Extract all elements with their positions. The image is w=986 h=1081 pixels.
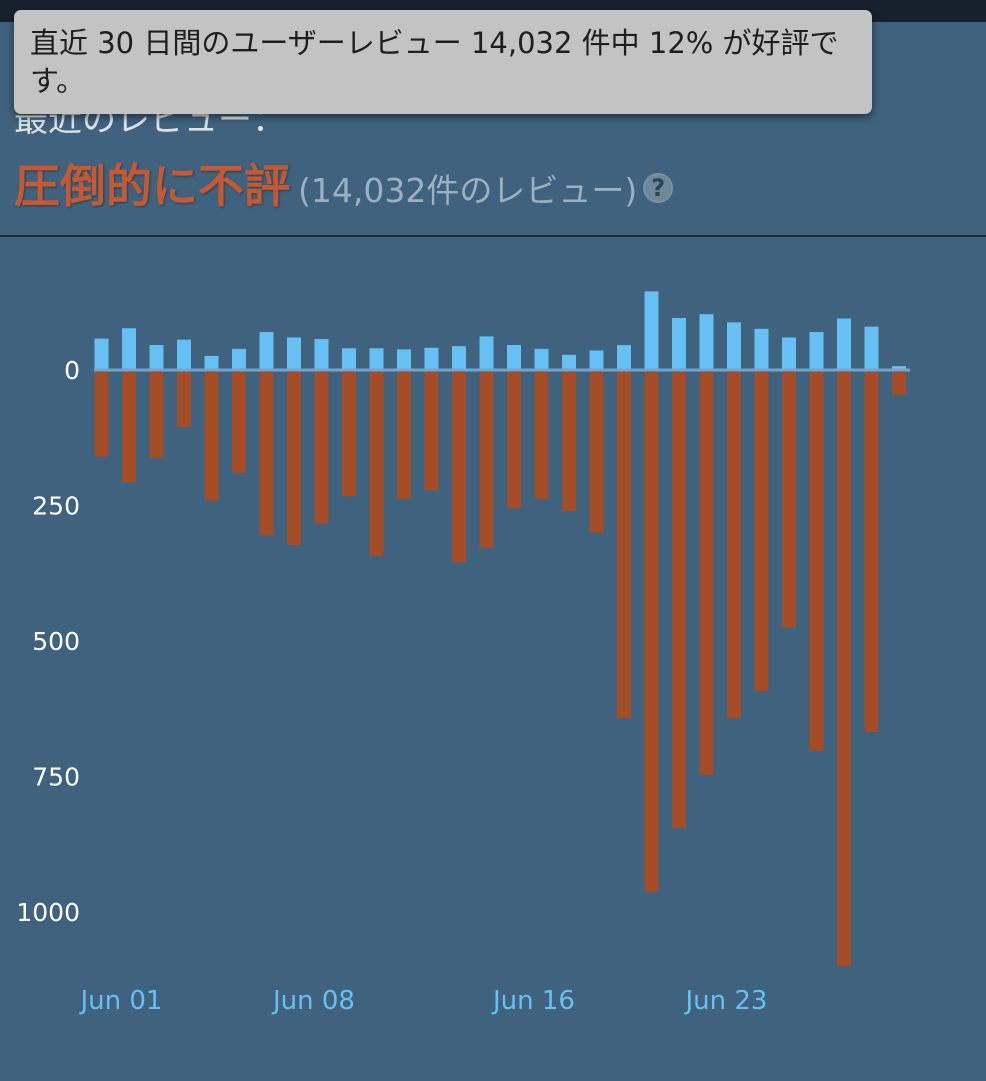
y-tick-label: 0: [64, 356, 80, 385]
positive-bar[interactable]: [562, 354, 576, 370]
negative-bar[interactable]: [837, 370, 851, 967]
positive-bar[interactable]: [369, 348, 384, 370]
positive-bar[interactable]: [314, 339, 329, 370]
y-tick-label: 500: [32, 627, 80, 656]
positive-bar[interactable]: [672, 317, 686, 370]
positive-bar[interactable]: [617, 345, 631, 370]
negative-bar[interactable]: [122, 370, 136, 483]
x-tick-label: Jun 16: [491, 986, 575, 1016]
negative-bar[interactable]: [424, 370, 439, 491]
negative-bar[interactable]: [287, 370, 301, 546]
positive-bar[interactable]: [397, 349, 411, 370]
rating-summary: 圧倒的に不評: [14, 159, 290, 213]
positive-bar[interactable]: [644, 291, 659, 370]
negative-bar[interactable]: [259, 370, 274, 536]
negative-bar[interactable]: [589, 370, 604, 533]
y-tick-label: 1000: [16, 898, 80, 927]
negative-bar[interactable]: [672, 370, 686, 828]
negative-bar[interactable]: [699, 370, 714, 775]
review-count: (14,032件のレビュー): [298, 171, 638, 210]
positive-bar[interactable]: [342, 348, 356, 370]
positive-bar[interactable]: [754, 328, 769, 370]
bars-layer: [94, 291, 906, 967]
positive-bar[interactable]: [727, 322, 741, 370]
negative-bar[interactable]: [232, 370, 246, 473]
positive-bar[interactable]: [204, 355, 219, 370]
negative-bar[interactable]: [94, 370, 109, 457]
question-mark-icon[interactable]: ?: [643, 173, 674, 203]
positive-bar[interactable]: [122, 328, 136, 370]
positive-bar[interactable]: [892, 366, 906, 370]
negative-bar[interactable]: [782, 370, 796, 628]
negative-bar[interactable]: [892, 370, 906, 395]
positive-bar[interactable]: [699, 314, 714, 370]
y-tick-label: 750: [32, 763, 80, 792]
negative-bar[interactable]: [562, 370, 576, 511]
negative-bar[interactable]: [864, 370, 879, 733]
negative-bar[interactable]: [727, 370, 741, 719]
negative-bar[interactable]: [809, 370, 824, 752]
negative-bar[interactable]: [342, 370, 356, 497]
negative-bar[interactable]: [479, 370, 494, 548]
negative-bar[interactable]: [507, 370, 521, 509]
header-divider: [0, 235, 986, 237]
y-tick-label: 250: [32, 492, 80, 521]
x-tick-label: Jun 01: [79, 986, 163, 1016]
positive-bar[interactable]: [232, 348, 246, 370]
negative-bar[interactable]: [149, 370, 164, 458]
positive-bar[interactable]: [837, 318, 851, 370]
negative-bar[interactable]: [754, 370, 769, 691]
negative-bar[interactable]: [397, 370, 411, 499]
positive-bar[interactable]: [589, 350, 604, 370]
negative-bar[interactable]: [617, 370, 631, 719]
positive-bar[interactable]: [94, 338, 109, 370]
review-histogram-chart: 0 250 500 750 1000 Jun 01 Jun 08 Jun 16 Jun 23: [16, 291, 910, 1016]
negative-bar[interactable]: [644, 370, 659, 892]
positive-bar[interactable]: [864, 326, 879, 370]
positive-bar[interactable]: [782, 337, 796, 370]
positive-bar[interactable]: [452, 346, 466, 370]
review-tooltip: 直近 30 日間のユーザーレビュー 14,032 件中 12% が好評です。: [14, 10, 872, 114]
negative-bar[interactable]: [204, 370, 219, 501]
positive-bar[interactable]: [809, 332, 824, 370]
rating-line: 圧倒的に不評 (14,032件のレビュー)?: [14, 150, 674, 216]
negative-bar[interactable]: [177, 370, 191, 427]
x-tick-label: Jun 23: [684, 986, 768, 1016]
x-tick-labels: Jun 01 Jun 08 Jun 16 Jun 23: [79, 986, 768, 1016]
y-tick-labels: 0 250 500 750 1000: [16, 356, 80, 927]
negative-bar[interactable]: [452, 370, 466, 563]
positive-bar[interactable]: [534, 348, 549, 370]
positive-bar[interactable]: [507, 345, 521, 370]
positive-bar[interactable]: [149, 345, 164, 370]
positive-bar[interactable]: [259, 332, 274, 370]
positive-bar[interactable]: [424, 347, 439, 370]
x-tick-label: Jun 08: [271, 986, 355, 1016]
positive-bar[interactable]: [177, 339, 191, 370]
negative-bar[interactable]: [369, 370, 384, 556]
positive-bar[interactable]: [287, 337, 301, 370]
positive-bar[interactable]: [479, 336, 494, 370]
negative-bar[interactable]: [534, 370, 549, 499]
negative-bar[interactable]: [314, 370, 329, 524]
